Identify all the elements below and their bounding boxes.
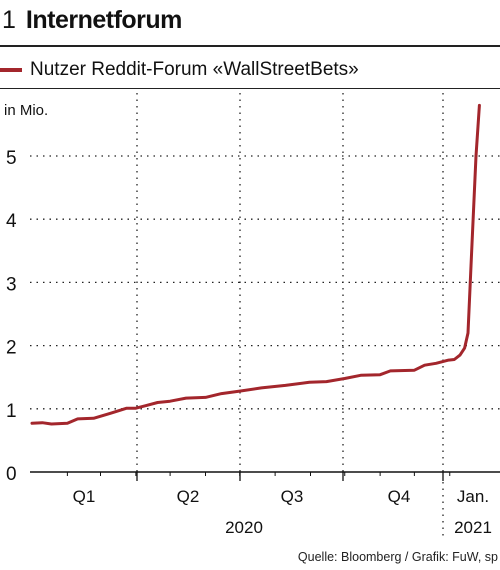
legend: Nutzer Reddit-Forum «WallStreetBets» xyxy=(0,56,359,84)
chart-heading: 1 Internetforum xyxy=(2,6,182,42)
x-tick-label: Q3 xyxy=(281,487,304,506)
series-line-wallstreetbets xyxy=(30,103,481,426)
x-tick-label: Jan. xyxy=(457,487,489,506)
year-label-2020: 2020 xyxy=(225,518,263,537)
y-tick-label: 3 xyxy=(6,274,17,295)
chart-title: Internetforum xyxy=(25,6,183,34)
line-chart: 0 1 2 3 4 5 in Mio. Q1 Q2 Q3 Q4 Jan. 2020 2021 xyxy=(4,93,500,540)
x-tick-label: Q2 xyxy=(177,487,200,506)
y-tick-label: 4 xyxy=(6,211,17,232)
legend-divider xyxy=(0,88,500,89)
source-note: Quelle: Bloomberg / Grafik: FuW, sp xyxy=(297,550,498,564)
y-tick-label: 0 xyxy=(6,464,17,485)
figure-number: 1 xyxy=(2,6,16,34)
y-tick-label: 2 xyxy=(6,338,17,359)
year-label-2021: 2021 xyxy=(454,518,492,537)
x-tick-label: Q1 xyxy=(73,487,96,506)
y-tick-label: 5 xyxy=(6,148,17,169)
legend-label: Nutzer Reddit-Forum «WallStreetBets» xyxy=(30,59,359,80)
legend-swatch xyxy=(0,68,22,72)
x-tick-label: Q4 xyxy=(388,487,411,506)
title-divider xyxy=(0,45,500,47)
y-tick-label: 1 xyxy=(6,401,17,422)
y-axis-label: in Mio. xyxy=(4,102,48,119)
